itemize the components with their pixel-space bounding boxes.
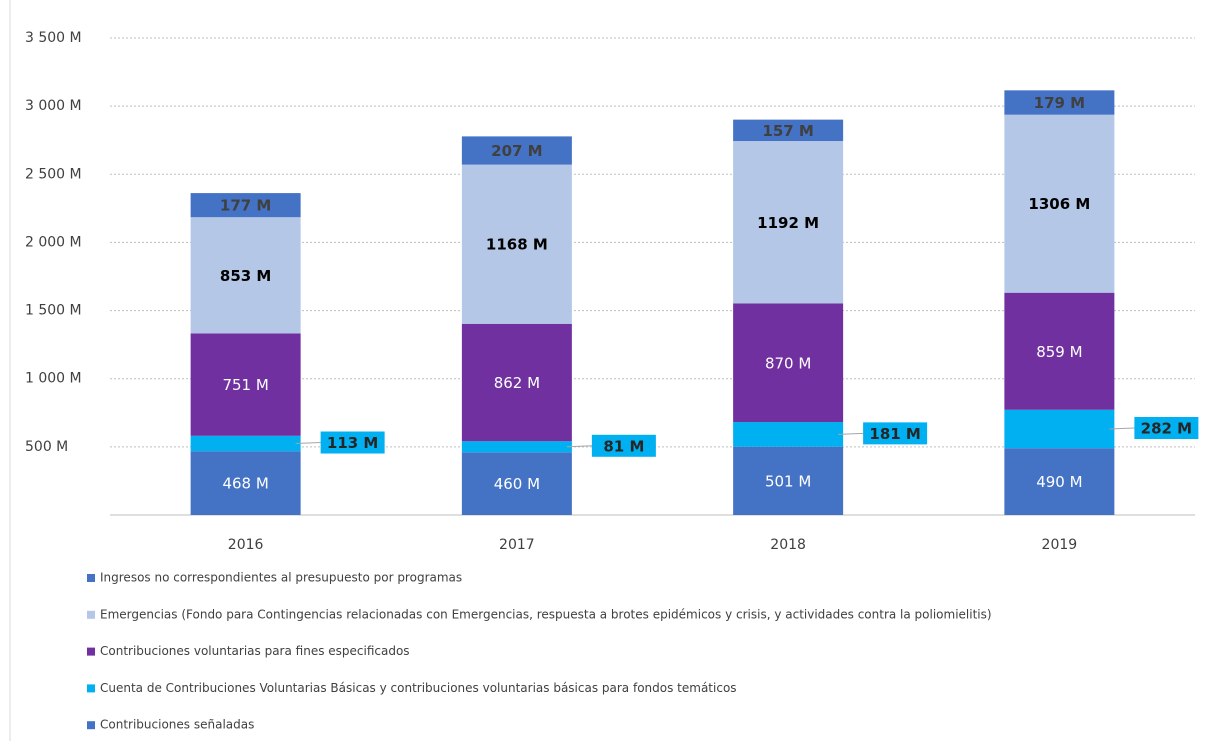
bar-segment (733, 446, 844, 515)
y-tick-label: 1 500 M (25, 303, 82, 319)
bar-segment (190, 193, 301, 218)
label-box (591, 434, 656, 457)
value-label: 501 M (765, 472, 811, 490)
value-label: 157 M (762, 122, 813, 140)
value-label: 177 M (220, 197, 271, 215)
label-box (1134, 417, 1199, 440)
leader-line (838, 432, 864, 435)
bar-segment (461, 136, 572, 165)
label-box (320, 431, 385, 454)
value-label: 282 M (1141, 420, 1192, 438)
bar-segment (461, 164, 572, 324)
y-tick-label: 2 000 M (25, 234, 82, 250)
value-label: 859 M (1036, 343, 1082, 361)
y-tick-label: 1 000 M (25, 371, 82, 387)
legend-swatch (87, 574, 95, 582)
legend-swatch (87, 647, 95, 656)
bar-segment (1004, 90, 1115, 115)
value-label: 207 M (491, 142, 542, 160)
bar-segment (1004, 114, 1115, 293)
bar-segment (1004, 292, 1115, 410)
bar-segment (1004, 448, 1115, 515)
legend-swatch (87, 684, 95, 693)
y-tick-label: 2 500 M (25, 166, 82, 182)
x-tick-label: 2019 (1042, 537, 1078, 553)
leader-line (1109, 427, 1135, 430)
y-tick-label: 500 M (25, 439, 68, 455)
bar-segment (1004, 409, 1115, 449)
bar-segment (190, 217, 301, 334)
value-label: 81 M (603, 437, 644, 455)
y-tick-label: 3 500 M (25, 30, 82, 46)
label-box (863, 422, 928, 445)
value-label: 870 M (765, 354, 811, 372)
bar-segment (190, 333, 301, 436)
value-label: 113 M (327, 434, 378, 452)
bar-segment (461, 323, 572, 442)
value-label: 490 M (1036, 473, 1082, 491)
x-tick-label: 2017 (499, 537, 535, 553)
bar-segment (733, 422, 844, 447)
value-label: 751 M (222, 376, 268, 394)
legend-swatch (87, 721, 95, 730)
legend-label: Cuenta de Contribuciones Voluntarias Bás… (100, 681, 737, 695)
bar-segment (190, 435, 301, 452)
legend-label: Contribuciones señaladas (100, 718, 254, 732)
value-label: 468 M (222, 475, 268, 493)
legend-label: Emergencias (Fondo para Contingencias re… (100, 607, 992, 621)
bar-segment (190, 451, 301, 515)
value-label: 853 M (220, 267, 271, 285)
x-tick-label: 2018 (770, 537, 806, 553)
leader-line (295, 442, 321, 445)
bar-segment (733, 119, 844, 142)
value-label: 862 M (494, 374, 540, 392)
value-label: 1192 M (757, 214, 819, 232)
value-label: 179 M (1034, 94, 1085, 112)
leader-line (566, 445, 592, 448)
bar-segment (461, 441, 572, 453)
y-tick-label: 3 000 M (25, 98, 82, 114)
legend-swatch (87, 610, 95, 619)
value-label: 181 M (869, 425, 920, 443)
value-label: 1168 M (486, 236, 548, 254)
bar-segment (733, 303, 844, 423)
x-tick-label: 2016 (228, 537, 264, 553)
value-label: 1306 M (1028, 195, 1090, 213)
legend-label: Contribuciones voluntarias para fines es… (100, 644, 410, 658)
legend-label: Ingresos no correspondientes al presupue… (100, 571, 462, 585)
bar-segment (461, 452, 572, 515)
bar-segment (733, 141, 844, 304)
value-label: 460 M (494, 475, 540, 493)
